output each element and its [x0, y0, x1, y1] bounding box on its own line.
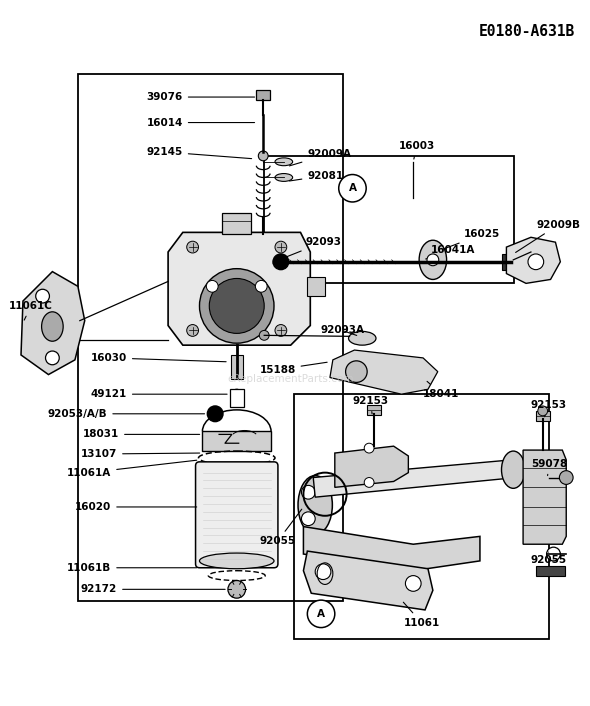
Circle shape: [427, 254, 439, 265]
Text: 13107: 13107: [81, 449, 199, 459]
Polygon shape: [523, 450, 566, 544]
FancyBboxPatch shape: [195, 462, 278, 568]
Bar: [367, 405, 381, 415]
Text: 16041A: 16041A: [426, 245, 476, 259]
Circle shape: [528, 254, 543, 270]
Circle shape: [301, 486, 315, 499]
Circle shape: [538, 406, 548, 416]
Bar: [502, 254, 513, 270]
Circle shape: [339, 174, 366, 202]
Circle shape: [45, 351, 59, 365]
Text: 92081: 92081: [290, 171, 343, 181]
Bar: [202, 431, 271, 451]
Circle shape: [255, 280, 267, 292]
Ellipse shape: [419, 240, 447, 280]
Circle shape: [36, 289, 50, 303]
Polygon shape: [168, 232, 310, 345]
Circle shape: [275, 241, 287, 253]
Polygon shape: [335, 446, 408, 487]
Circle shape: [228, 580, 245, 598]
Ellipse shape: [199, 553, 274, 569]
Text: E0180-A631B: E0180-A631B: [479, 25, 575, 40]
Ellipse shape: [298, 476, 332, 534]
Circle shape: [258, 151, 268, 161]
Text: A: A: [317, 609, 325, 619]
Circle shape: [364, 443, 374, 453]
Bar: [78, 73, 343, 601]
Ellipse shape: [275, 158, 293, 166]
Text: 11061A: 11061A: [67, 460, 196, 478]
Polygon shape: [303, 527, 480, 570]
Circle shape: [199, 269, 274, 343]
Text: 49121: 49121: [91, 389, 227, 399]
Text: 92153: 92153: [352, 396, 389, 414]
Circle shape: [186, 325, 198, 336]
Text: A: A: [349, 184, 356, 193]
Text: 16025: 16025: [443, 229, 500, 249]
Bar: [257, 90, 270, 100]
Circle shape: [559, 471, 573, 484]
Text: 18031: 18031: [83, 429, 199, 439]
Circle shape: [530, 244, 542, 256]
Text: 92053/A/B: 92053/A/B: [48, 409, 205, 419]
Circle shape: [273, 254, 289, 270]
Circle shape: [207, 406, 223, 421]
Text: 18041: 18041: [423, 381, 460, 399]
Circle shape: [405, 575, 421, 592]
Bar: [222, 213, 251, 234]
Ellipse shape: [502, 451, 525, 489]
Text: 92093A: 92093A: [320, 325, 364, 335]
Text: 11061: 11061: [404, 602, 440, 628]
Circle shape: [301, 512, 315, 525]
Bar: [264, 156, 514, 283]
Text: eReplacementParts.com: eReplacementParts.com: [227, 374, 354, 385]
Circle shape: [259, 330, 269, 340]
Circle shape: [209, 278, 264, 333]
Text: 59078: 59078: [531, 459, 567, 476]
Polygon shape: [303, 551, 433, 610]
Polygon shape: [506, 237, 560, 283]
Text: 92172: 92172: [81, 585, 225, 594]
Circle shape: [275, 325, 287, 336]
Ellipse shape: [42, 312, 63, 341]
Text: 92145: 92145: [146, 147, 251, 159]
Text: 16020: 16020: [75, 502, 196, 512]
Bar: [536, 411, 549, 421]
Text: 16003: 16003: [399, 141, 435, 159]
Polygon shape: [313, 460, 516, 497]
Ellipse shape: [275, 174, 293, 181]
Text: 16014: 16014: [146, 118, 254, 128]
Ellipse shape: [346, 361, 367, 383]
Bar: [536, 566, 565, 575]
Circle shape: [206, 280, 218, 292]
Text: 16030: 16030: [91, 353, 226, 363]
Text: 15188: 15188: [260, 362, 327, 375]
Text: 92055: 92055: [531, 552, 567, 565]
Text: 11061B: 11061B: [67, 563, 196, 573]
Text: 92055: 92055: [260, 509, 301, 546]
Circle shape: [546, 547, 560, 561]
Circle shape: [186, 241, 198, 253]
Bar: [231, 355, 242, 380]
Circle shape: [364, 477, 374, 487]
Text: 92009A: 92009A: [290, 149, 352, 166]
Circle shape: [315, 564, 331, 580]
Bar: [307, 277, 325, 296]
Bar: [294, 394, 549, 640]
Text: 11061C: 11061C: [9, 301, 53, 320]
Ellipse shape: [349, 331, 376, 345]
Circle shape: [307, 600, 335, 628]
Bar: [230, 389, 244, 407]
Polygon shape: [330, 350, 438, 394]
Circle shape: [232, 389, 242, 399]
Text: 92153: 92153: [531, 400, 567, 417]
Text: 39076: 39076: [146, 92, 254, 102]
Text: 92093: 92093: [281, 237, 342, 259]
Polygon shape: [21, 272, 85, 375]
Text: 92009B: 92009B: [516, 220, 581, 253]
